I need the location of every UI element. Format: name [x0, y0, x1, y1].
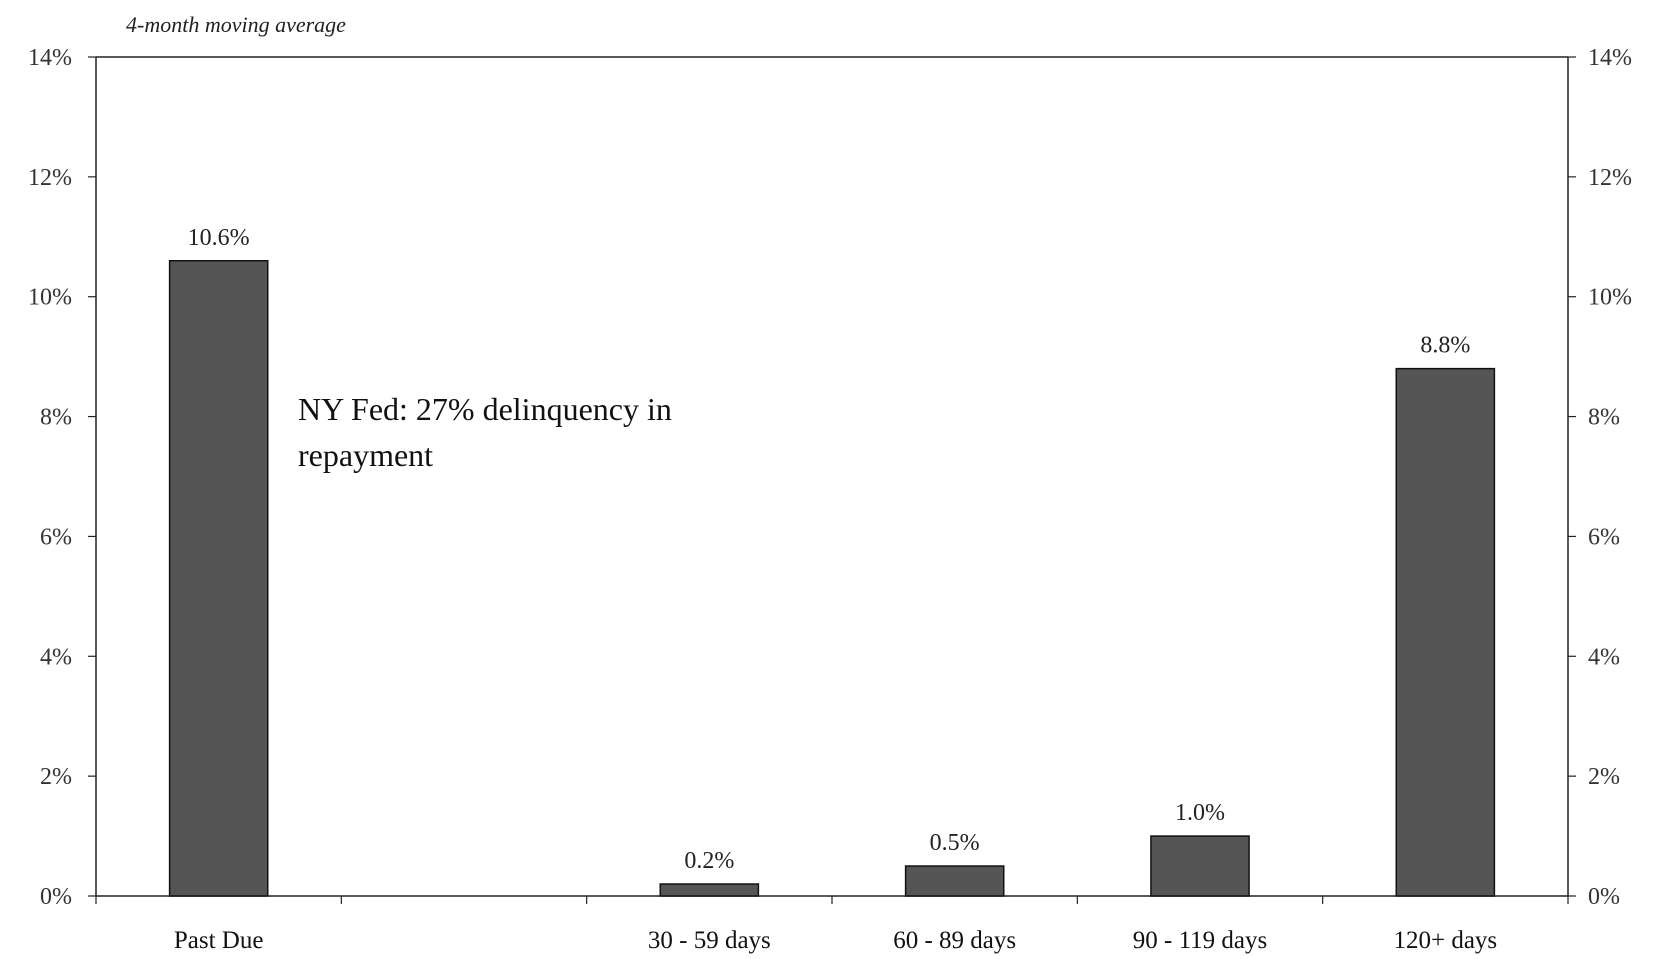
left-y-tick-label: 0%: [40, 884, 72, 910]
category-label: Past Due: [174, 927, 264, 954]
right-y-tick-label: 0%: [1588, 884, 1620, 910]
left-y-tick-label: 2%: [40, 764, 72, 790]
left-y-tick-label: 10%: [28, 285, 72, 311]
data-label: 1.0%: [1175, 800, 1225, 826]
data-label: 8.8%: [1420, 333, 1470, 359]
chart-subtitle: 4-month moving average: [126, 12, 346, 37]
right-y-tick-label: 14%: [1588, 45, 1632, 71]
bar: [168, 260, 269, 897]
category-labels: Past Due 30 - 59 days 60 - 89 days 90 - 119…: [174, 927, 1497, 954]
data-labels: 10.6% 0.2% 0.5% 1.0% 8.8%: [188, 225, 1471, 874]
category-label: 30 - 59 days: [648, 927, 771, 954]
left-y-tick-label: 12%: [28, 165, 72, 191]
bar: [1150, 835, 1250, 897]
category-label: 60 - 89 days: [893, 927, 1016, 954]
bar: [1395, 367, 1496, 897]
right-y-tick-label: 2%: [1588, 764, 1620, 790]
axes: 0% 0% 2% 2% 4% 4% 6% 6% 8% 8% 10% 10% 12% 12% 14% 14%: [28, 45, 1632, 910]
annotation-line-2: repayment: [298, 437, 433, 473]
bar: [659, 883, 760, 897]
right-y-tick-label: 4%: [1588, 644, 1620, 670]
left-y-tick-label: 6%: [40, 524, 72, 550]
data-label: 0.2%: [684, 848, 734, 874]
left-y-tick-label: 4%: [40, 644, 72, 670]
right-y-tick-label: 12%: [1588, 165, 1632, 191]
data-label: 10.6%: [188, 225, 250, 251]
right-y-tick-label: 8%: [1588, 405, 1620, 431]
right-y-tick-label: 6%: [1588, 524, 1620, 550]
bar: [904, 865, 1005, 897]
left-y-tick-label: 8%: [40, 405, 72, 431]
category-label: 90 - 119 days: [1133, 927, 1267, 954]
category-label: 120+ days: [1393, 927, 1497, 954]
data-label: 0.5%: [930, 830, 980, 856]
left-y-tick-label: 14%: [28, 45, 72, 71]
bars: [168, 260, 1496, 897]
right-y-tick-label: 10%: [1588, 285, 1632, 311]
annotation-line-1: NY Fed: 27% delinquency in: [298, 391, 672, 427]
